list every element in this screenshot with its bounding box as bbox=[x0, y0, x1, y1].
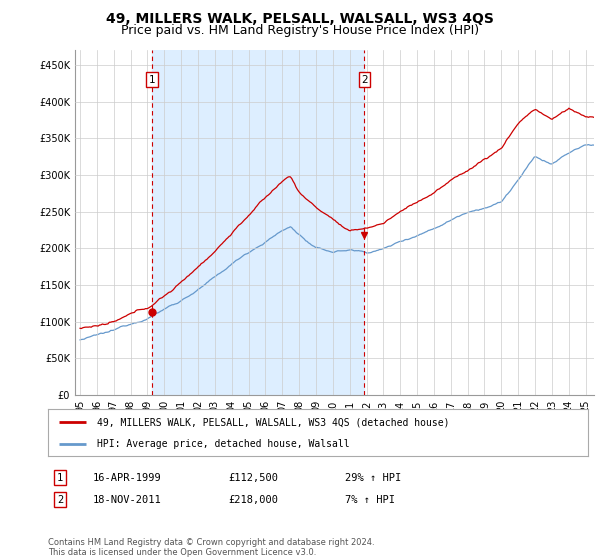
Text: 49, MILLERS WALK, PELSALL, WALSALL, WS3 4QS: 49, MILLERS WALK, PELSALL, WALSALL, WS3 … bbox=[106, 12, 494, 26]
Text: 49, MILLERS WALK, PELSALL, WALSALL, WS3 4QS (detached house): 49, MILLERS WALK, PELSALL, WALSALL, WS3 … bbox=[97, 417, 449, 427]
Text: 7% ↑ HPI: 7% ↑ HPI bbox=[345, 494, 395, 505]
Text: £218,000: £218,000 bbox=[228, 494, 278, 505]
Text: 16-APR-1999: 16-APR-1999 bbox=[93, 473, 162, 483]
Text: 1: 1 bbox=[149, 74, 155, 85]
Text: 29% ↑ HPI: 29% ↑ HPI bbox=[345, 473, 401, 483]
Text: Contains HM Land Registry data © Crown copyright and database right 2024.
This d: Contains HM Land Registry data © Crown c… bbox=[48, 538, 374, 557]
Bar bbox=[152, 50, 364, 395]
Text: 2: 2 bbox=[57, 494, 63, 505]
Text: 1: 1 bbox=[57, 473, 63, 483]
Text: 2: 2 bbox=[361, 74, 368, 85]
Text: £112,500: £112,500 bbox=[228, 473, 278, 483]
Text: HPI: Average price, detached house, Walsall: HPI: Average price, detached house, Wals… bbox=[97, 439, 349, 449]
Text: 18-NOV-2011: 18-NOV-2011 bbox=[93, 494, 162, 505]
Text: Price paid vs. HM Land Registry's House Price Index (HPI): Price paid vs. HM Land Registry's House … bbox=[121, 24, 479, 36]
